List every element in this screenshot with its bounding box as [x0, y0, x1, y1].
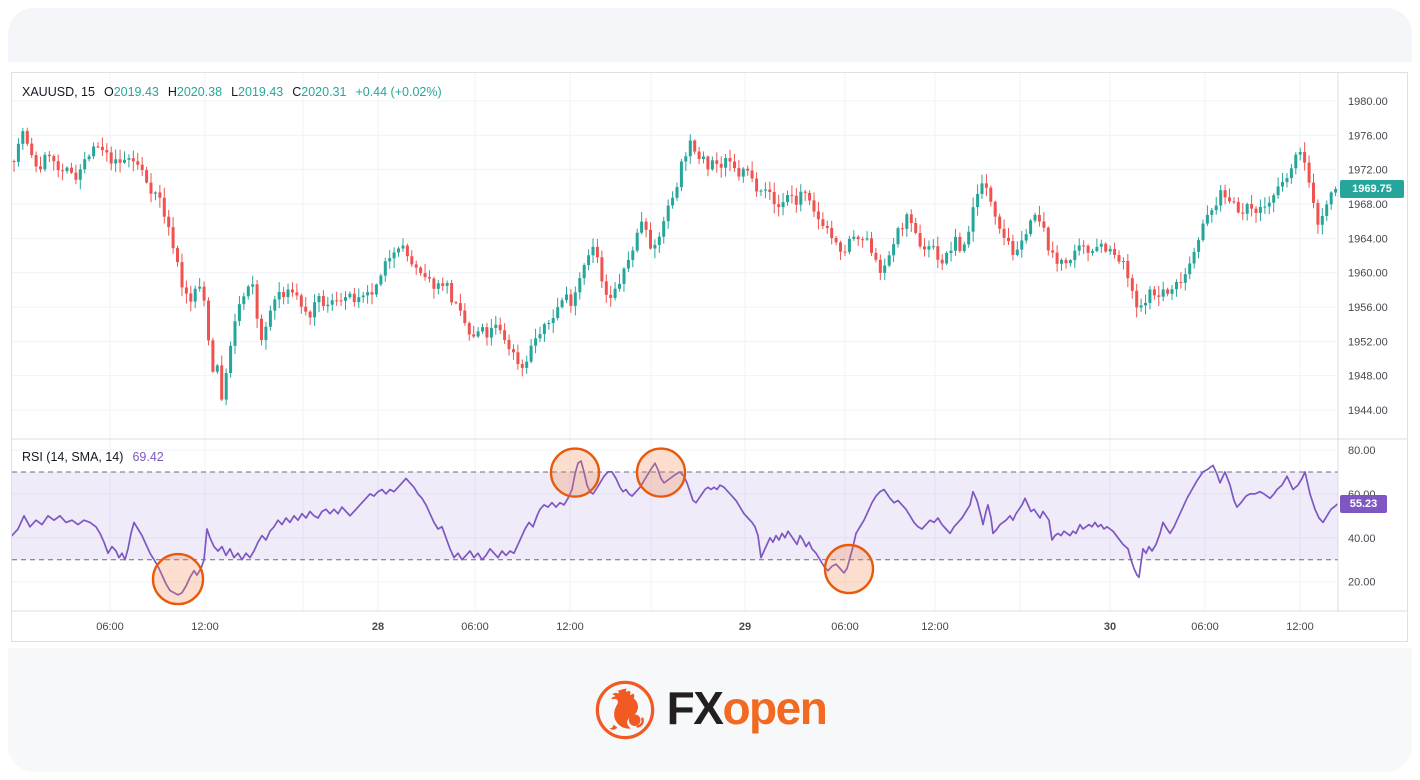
- rsi-line: [12, 460, 1338, 596]
- svg-text:1964.00: 1964.00: [1348, 233, 1388, 245]
- svg-text:29: 29: [739, 621, 751, 633]
- panel-bottom-background: FXopen: [8, 648, 1412, 772]
- svg-text:30: 30: [1104, 621, 1116, 633]
- svg-text:1980.00: 1980.00: [1348, 96, 1388, 108]
- svg-text:1960.00: 1960.00: [1348, 268, 1388, 280]
- price-rsi-chart[interactable]: 1980.00 1976.00 1972.00 1968.00 1964.00 1960.…: [12, 73, 1407, 641]
- svg-text:06:00: 06:00: [461, 621, 489, 633]
- last-price-badge: 1969.75: [1340, 180, 1404, 198]
- svg-text:06:00: 06:00: [1191, 621, 1219, 633]
- time-axis-labels[interactable]: 06:00 12:00 28 06:00 12:00 29 06:00 12:00 30 06:0…: [96, 621, 1314, 633]
- gridlines: [12, 73, 1338, 611]
- highlight-circle-3[interactable]: [635, 447, 687, 498]
- symbol-title: XAUUSD, 15: [22, 85, 95, 99]
- svg-text:1944.00: 1944.00: [1348, 405, 1388, 417]
- svg-text:20.00: 20.00: [1348, 577, 1376, 589]
- svg-text:1956.00: 1956.00: [1348, 302, 1388, 314]
- svg-text:40.00: 40.00: [1348, 533, 1376, 545]
- highlight-circle-2[interactable]: [549, 447, 601, 498]
- rsi-value-badge: 55.23: [1340, 495, 1387, 513]
- logo-fx-text: FX: [666, 682, 724, 734]
- legend-low: L 2019.43: [231, 85, 284, 99]
- panel-top-background: [8, 8, 1412, 62]
- legend-change: +0.44 (+0.02%): [355, 85, 442, 99]
- svg-text:12:00: 12:00: [556, 621, 584, 633]
- rsi-title: RSI (14, SMA, 14): [22, 450, 124, 464]
- svg-text:06:00: 06:00: [96, 621, 124, 633]
- rsi-band: [12, 471, 1338, 560]
- fxopen-wordmark: FXopen: [666, 682, 828, 735]
- svg-text:1952.00: 1952.00: [1348, 336, 1388, 348]
- svg-text:12:00: 12:00: [921, 621, 949, 633]
- svg-text:12:00: 12:00: [191, 621, 219, 633]
- rsi-legend-value: 69.42: [132, 450, 164, 464]
- highlight-circle-1[interactable]: [151, 552, 205, 606]
- svg-text:80.00: 80.00: [1348, 445, 1376, 457]
- svg-text:06:00: 06:00: [831, 621, 859, 633]
- candlestick-series: [12, 127, 1338, 406]
- svg-text:1968.00: 1968.00: [1348, 199, 1388, 211]
- fxopen-emblem-icon: [595, 680, 654, 740]
- svg-text:1972.00: 1972.00: [1348, 165, 1388, 177]
- highlight-circle-4[interactable]: [823, 543, 875, 595]
- svg-text:1976.00: 1976.00: [1348, 130, 1388, 142]
- legend-high: H 2020.38: [167, 85, 223, 99]
- legend-open: O 2019.43: [103, 85, 159, 99]
- logo-open-text: open: [722, 682, 827, 734]
- chart-card[interactable]: 1980.00 1976.00 1972.00 1968.00 1964.00 1960.…: [11, 72, 1408, 642]
- rsi-legend: RSI (14, SMA, 14) 69.42: [22, 450, 164, 464]
- svg-text:12:00: 12:00: [1286, 621, 1314, 633]
- svg-text:1948.00: 1948.00: [1348, 371, 1388, 383]
- legend-close: C 2020.31: [292, 85, 347, 99]
- svg-text:28: 28: [372, 621, 384, 633]
- price-axis-labels[interactable]: 1980.00 1976.00 1972.00 1968.00 1964.00 1960.…: [1348, 96, 1388, 589]
- fxopen-logo: FXopen: [594, 679, 828, 741]
